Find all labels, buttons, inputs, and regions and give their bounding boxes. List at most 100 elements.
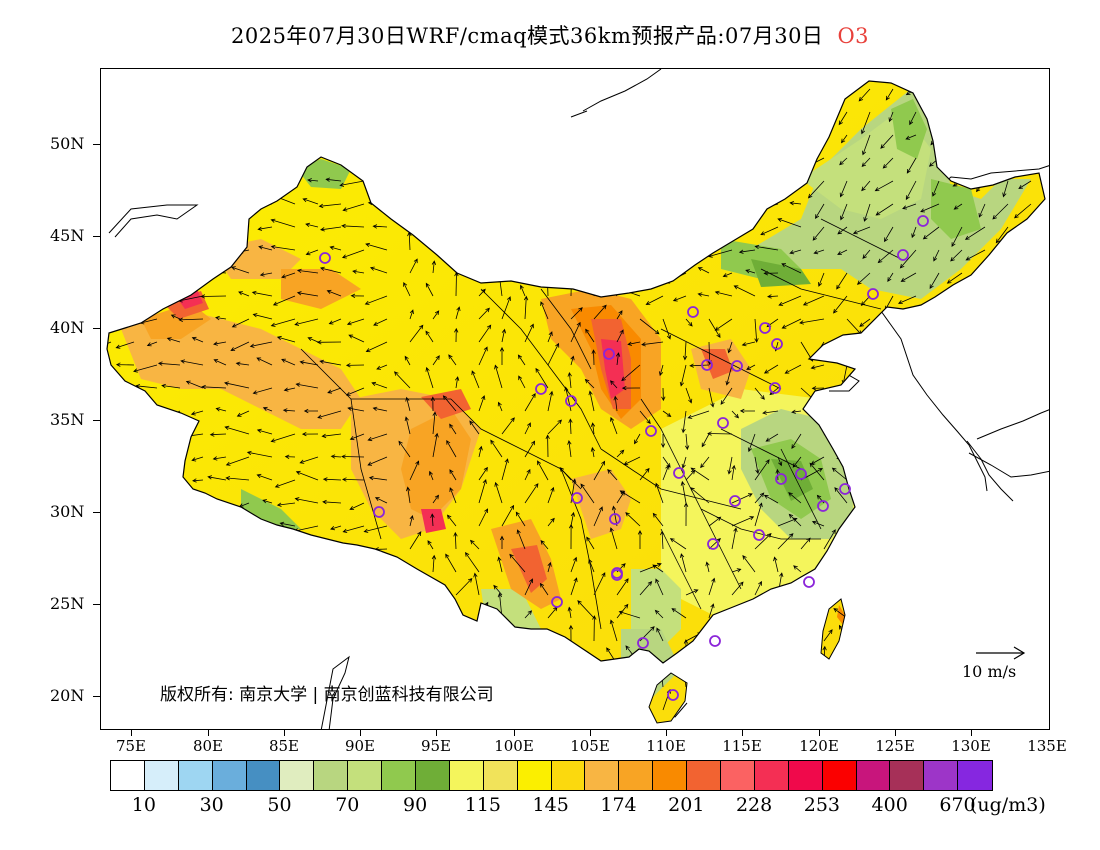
map-title: 2025年07月30日WRF/cmaq模式36km预报产品:07月30日 O3 xyxy=(0,20,1100,50)
lon-tick xyxy=(208,730,209,736)
wind-arrow xyxy=(646,85,664,90)
wind-arrow xyxy=(697,156,710,161)
wind-arrow xyxy=(938,565,948,573)
wind-arrow xyxy=(167,594,181,599)
wind-arrow xyxy=(326,289,342,297)
wind-arrow xyxy=(321,433,342,439)
wind-arrow xyxy=(777,218,802,228)
wind-arrow xyxy=(223,131,250,137)
wind-arrow xyxy=(754,502,763,527)
colorbar-label: 228 xyxy=(735,794,773,816)
wind-arrow xyxy=(524,422,531,435)
lon-tick xyxy=(131,730,132,736)
wind-arrow xyxy=(809,462,825,481)
wind-arrow xyxy=(432,355,440,366)
wind-arrow xyxy=(509,553,526,573)
wind-arrow xyxy=(154,543,181,550)
wind-arrow xyxy=(1007,564,1029,573)
copyright-text: 版权所有: 南京大学 | 南京创蓝科技有限公司 xyxy=(160,685,494,705)
wind-arrow xyxy=(900,272,917,282)
lat-tick xyxy=(93,512,100,513)
wind-arrow xyxy=(754,664,762,688)
wind-arrow xyxy=(731,639,739,665)
wind-arrow xyxy=(877,249,894,264)
wind-arrow xyxy=(1014,203,1032,219)
wind-arrow xyxy=(727,341,733,354)
wind-arrow xyxy=(121,226,135,232)
wind-arrow xyxy=(122,407,135,413)
wind-arrow xyxy=(115,362,135,367)
wind-arrow xyxy=(184,663,204,671)
wind-arrow xyxy=(567,606,572,619)
wind-arrow xyxy=(615,675,620,688)
wind-arrow xyxy=(518,375,526,389)
colorbar-cell xyxy=(890,761,925,790)
wind-arrow xyxy=(307,337,319,343)
wind-arrow xyxy=(782,695,802,711)
wind-arrow xyxy=(897,295,917,304)
wind-arrow xyxy=(707,431,733,436)
wind-arrow xyxy=(108,268,135,274)
wind-arrow xyxy=(145,638,158,644)
wind-arrow xyxy=(348,334,365,343)
wind-arrow xyxy=(864,531,871,550)
china-border xyxy=(106,80,1046,664)
wind-arrow xyxy=(1024,693,1032,711)
wind-arrow xyxy=(760,226,779,236)
wind-arrow xyxy=(951,226,963,247)
wind-arrow xyxy=(949,586,963,596)
wind-arrow xyxy=(978,272,986,285)
wind-arrow xyxy=(885,88,894,101)
wind-arrow xyxy=(107,130,112,136)
wind-arrow xyxy=(616,686,621,711)
colorbar-unit: (ug/m3) xyxy=(970,794,1046,816)
city-marker xyxy=(571,492,583,504)
wind-arrow xyxy=(1029,480,1034,504)
wind-arrow xyxy=(608,168,618,182)
wind-arrow xyxy=(547,342,560,366)
wind-arrow xyxy=(349,433,365,441)
wind-arrow xyxy=(186,85,204,91)
wind-arrow xyxy=(584,100,595,113)
wind-arrow xyxy=(515,144,526,159)
city-marker xyxy=(701,359,713,371)
wind-arrow xyxy=(566,225,572,251)
wind-arrow xyxy=(639,150,664,159)
wind-arrow xyxy=(697,292,710,297)
wind-arrow xyxy=(157,361,181,366)
wind-arrow xyxy=(469,652,480,665)
wind-arrow xyxy=(1024,157,1032,166)
wind-arrow xyxy=(932,111,940,131)
wind-arrow xyxy=(455,638,460,665)
wind-arrow xyxy=(570,259,575,274)
wind-arrow xyxy=(455,260,464,274)
wind-arrow xyxy=(666,82,687,90)
city-marker xyxy=(709,635,721,647)
wind-arrow xyxy=(989,249,1009,260)
wind-arrow xyxy=(157,88,181,99)
wind-arrow xyxy=(483,186,503,205)
city-marker xyxy=(759,322,771,334)
wind-arrow xyxy=(1022,249,1032,271)
wind-arrow xyxy=(972,431,986,437)
wind-arrow xyxy=(330,454,342,459)
wind-arrow xyxy=(667,179,687,184)
wind-arrow xyxy=(873,533,894,550)
wind-arrow xyxy=(270,244,296,251)
wind-arrow xyxy=(499,346,505,365)
wind-arrow xyxy=(739,408,756,414)
wind-arrow xyxy=(516,118,526,136)
wind-arrow xyxy=(731,410,739,419)
wind-arrow xyxy=(170,314,181,320)
wind-arrow xyxy=(725,364,733,386)
wind-arrow xyxy=(212,456,227,461)
wind-arrow xyxy=(107,111,112,116)
wind-arrow xyxy=(901,629,917,642)
wind-arrow xyxy=(984,341,994,352)
wind-arrow xyxy=(841,341,848,352)
city-markers xyxy=(319,215,929,701)
wind-arrow xyxy=(697,110,710,115)
wind-arrow xyxy=(671,248,687,254)
wind-arrow xyxy=(763,271,779,276)
wind-arrow xyxy=(454,620,459,642)
